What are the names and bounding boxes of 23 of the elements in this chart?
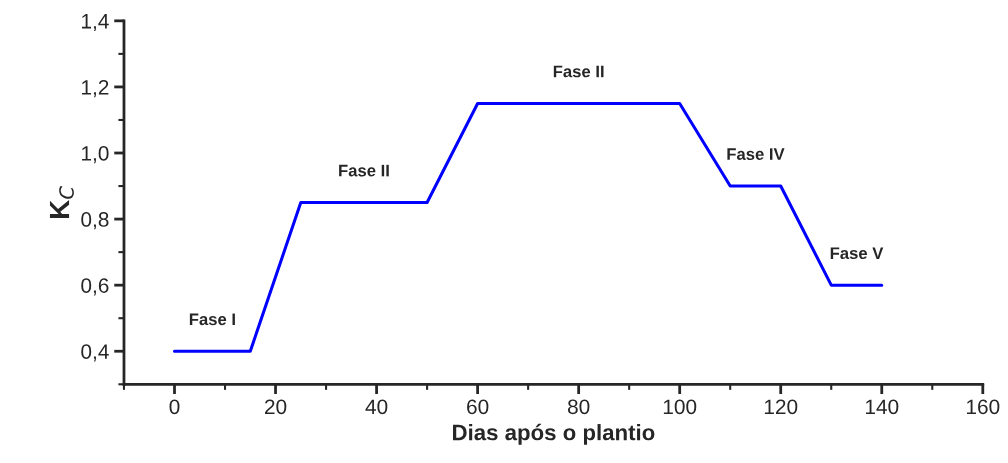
x-tick-label: 40	[365, 399, 388, 415]
y-tick-label: 1,2	[82, 79, 109, 98]
annotation: Fase II	[339, 164, 389, 177]
annotation: Fase I	[189, 313, 235, 326]
x-tick-label: 140	[865, 399, 899, 415]
x-tick-label: 20	[265, 399, 287, 415]
annotation: Fase V	[830, 247, 884, 260]
annotation: Fase II	[553, 65, 604, 78]
x-tick-label: 100	[663, 399, 697, 415]
y-tick-label: 0,8	[81, 212, 109, 230]
y-tick-label: 0,4	[81, 344, 109, 362]
x-tick-label: 60	[467, 399, 489, 415]
x-tick-label: 80	[567, 399, 590, 415]
x-tick-label: 160	[967, 399, 1000, 415]
x-axis-title: Dias após o plantio	[453, 423, 655, 445]
annotation: Fase IV	[727, 148, 785, 160]
y-axis-title: K$_{C}$	[49, 186, 74, 219]
y-tick-label: 0,6	[81, 278, 109, 296]
line-series	[172, 101, 884, 353]
x-tick-label: 120	[764, 399, 798, 415]
y-tick-label: 1,4	[82, 14, 109, 32]
x-tick-label: 0	[169, 399, 180, 415]
y-tick-label: 1,0	[82, 146, 109, 164]
